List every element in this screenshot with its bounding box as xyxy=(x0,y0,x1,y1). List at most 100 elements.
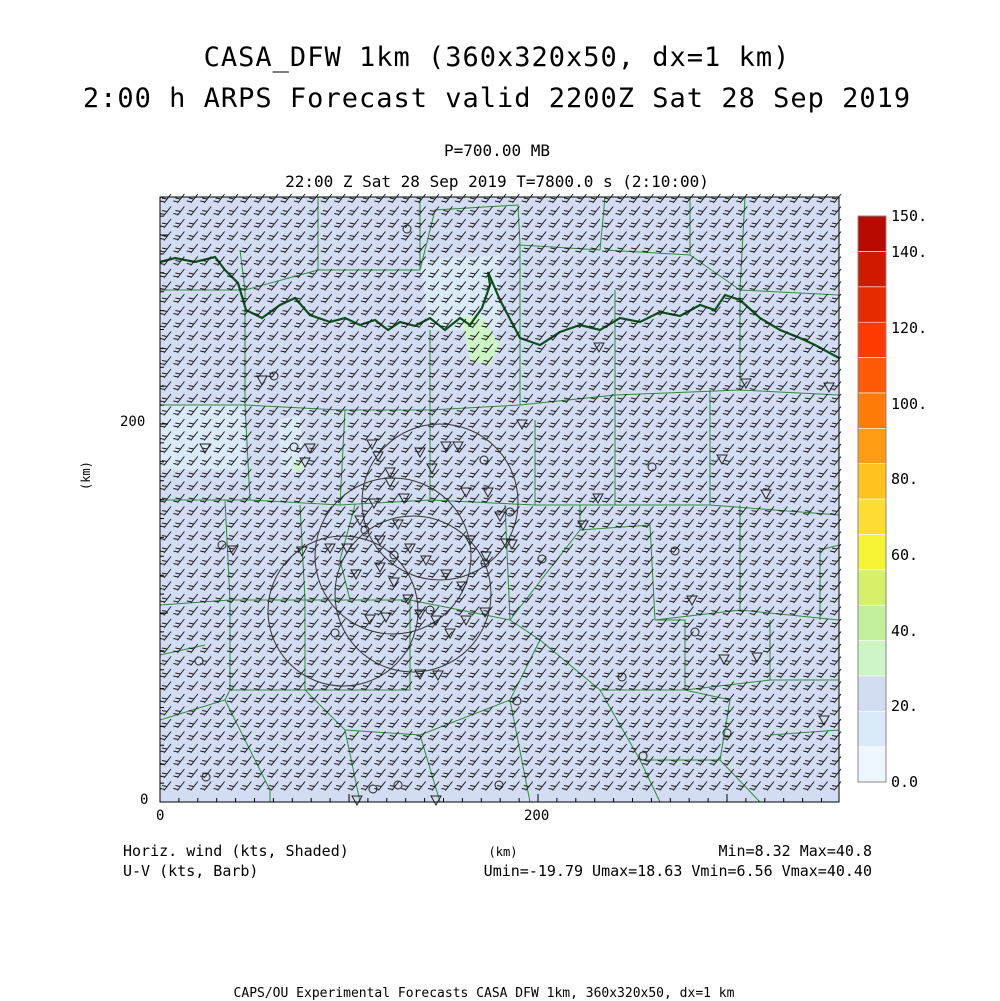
station-circle xyxy=(670,546,680,556)
station-triangle xyxy=(384,477,396,489)
station-triangle xyxy=(506,539,518,551)
colorbar-swatch xyxy=(857,215,887,252)
x-tick-0: 0 xyxy=(156,808,165,824)
colorbar-label: 20. xyxy=(891,697,919,715)
colorbar-swatch xyxy=(857,392,887,429)
station-circle xyxy=(360,525,370,535)
colorbar-label: 100. xyxy=(891,395,928,413)
legend-shaded: Horiz. wind (kts, Shaded) xyxy=(123,842,349,860)
station-circle xyxy=(617,672,627,682)
credit-line: CAPS/OU Experimental Forecasts CASA DFW … xyxy=(233,986,735,1001)
title-line1: CASA_DFW 1km (360x320x50, dx=1 km) xyxy=(203,42,791,73)
county-line xyxy=(739,289,840,296)
station-triangle xyxy=(304,443,316,455)
x-tick-200: 200 xyxy=(524,808,550,824)
station-triangle xyxy=(452,441,464,453)
station-triangle xyxy=(740,378,752,390)
colorbar-swatch xyxy=(857,357,887,394)
station-triangle xyxy=(351,795,363,807)
station-triangle xyxy=(402,594,414,606)
station-circle xyxy=(217,540,227,550)
uv-min-max: Umin=-19.79 Umax=18.63 Vmin=6.56 Vmax=40… xyxy=(483,862,872,880)
county-line xyxy=(317,197,421,271)
station-triangle xyxy=(227,545,239,557)
station-circle xyxy=(537,554,547,564)
county-line xyxy=(419,619,541,736)
county-line xyxy=(739,389,840,396)
station-triangle xyxy=(430,795,442,807)
wind-barbs xyxy=(159,193,842,791)
station-triangle xyxy=(256,375,268,387)
colorbar-swatch xyxy=(857,569,887,606)
station-triangle xyxy=(388,577,400,589)
x-axis-unit: (km) xyxy=(488,845,518,859)
colorbar-label: 0.0 xyxy=(891,773,919,791)
station-triangle xyxy=(686,595,698,607)
station-triangle xyxy=(199,443,211,455)
colorbar-swatch xyxy=(857,321,887,358)
tick-marks xyxy=(159,196,822,803)
valid-time: 22:00 Z Sat 28 Sep 2019 T=7800.0 s (2:10… xyxy=(285,172,709,191)
station-circle xyxy=(289,442,299,452)
county-line xyxy=(419,204,521,271)
county-line xyxy=(239,249,246,291)
colorbar-swatch xyxy=(857,286,887,323)
station-triangle xyxy=(464,535,476,547)
station-triangle xyxy=(592,493,604,505)
title-line2: 2:00 h ARPS Forecast valid 2200Z Sat 28 … xyxy=(82,83,912,114)
colorbar-swatch xyxy=(857,251,887,288)
station-circle xyxy=(402,224,412,234)
station-circle xyxy=(194,656,204,666)
station-triangle xyxy=(414,609,426,621)
station-circle xyxy=(201,772,211,782)
radar-ring xyxy=(334,515,492,673)
station-circle xyxy=(722,728,732,738)
station-triangle xyxy=(384,467,396,479)
colorbar-swatch xyxy=(857,640,887,677)
station-triangle xyxy=(392,519,404,531)
colorbar-label: 60. xyxy=(891,546,919,564)
colorbar-label: 140. xyxy=(891,243,928,261)
station-triangle xyxy=(440,569,452,581)
station-triangle xyxy=(372,451,384,463)
station-circle xyxy=(368,784,378,794)
county-line xyxy=(639,759,661,803)
min-max: Min=8.32 Max=40.8 xyxy=(718,842,872,860)
station-triangle xyxy=(479,607,491,619)
green-patch xyxy=(462,315,500,365)
radar-ring xyxy=(361,423,519,581)
station-triangle xyxy=(420,555,432,567)
station-triangle xyxy=(460,487,472,499)
station-circle xyxy=(512,696,522,706)
county-line xyxy=(159,644,206,656)
county-line xyxy=(719,759,761,803)
station-triangle xyxy=(494,511,506,523)
county-line xyxy=(229,600,306,691)
station-triangle xyxy=(324,543,336,555)
station-circle xyxy=(269,371,279,381)
station-triangle xyxy=(823,382,835,394)
station-triangle xyxy=(350,569,362,581)
pressure-level: P=700.00 MB xyxy=(444,141,550,160)
station-triangle xyxy=(299,457,311,469)
station-triangle xyxy=(480,551,492,563)
station-circle xyxy=(393,780,403,790)
station-circle xyxy=(505,507,515,517)
light-patch xyxy=(160,405,245,470)
colorbar-swatch xyxy=(857,604,887,641)
station-triangle xyxy=(426,463,438,475)
station-circle xyxy=(494,780,504,790)
y-axis-unit: (km) xyxy=(79,461,93,490)
station-triangle xyxy=(818,715,830,727)
station-circle xyxy=(480,558,490,568)
red-river-border xyxy=(159,255,840,359)
county-line xyxy=(509,699,531,803)
station-triangle xyxy=(404,543,416,555)
station-triangle xyxy=(414,447,426,459)
station-circle xyxy=(389,550,399,560)
legend-barb: U-V (kts, Barb) xyxy=(123,862,259,880)
station-triangle xyxy=(440,441,452,453)
station-triangle xyxy=(354,515,366,527)
station-triangle xyxy=(296,546,308,558)
